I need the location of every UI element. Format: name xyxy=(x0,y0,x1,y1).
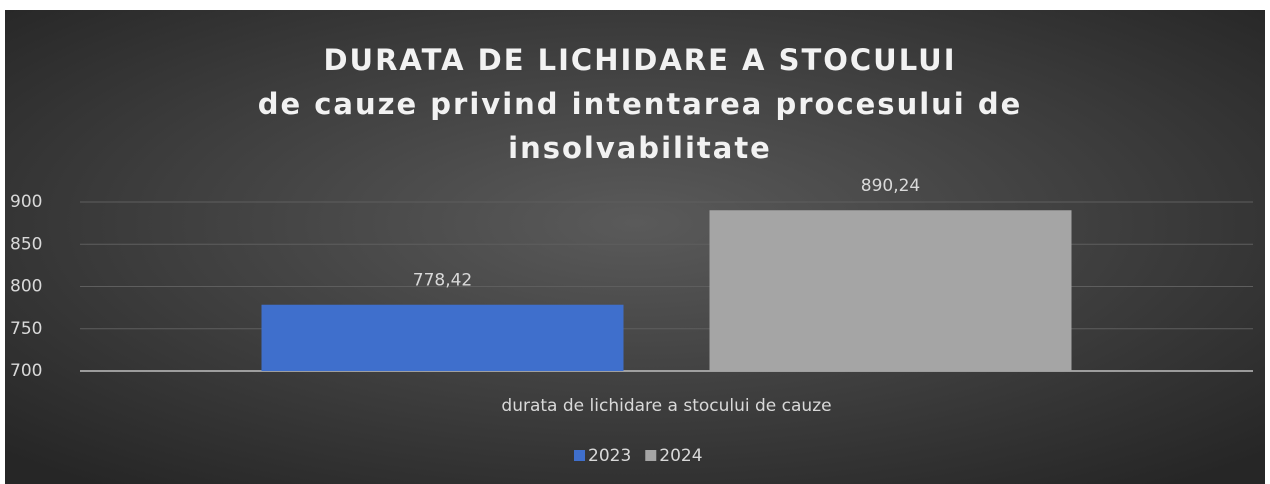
chart-title: DURATA DE LICHIDARE A STOCULUI de cauze p… xyxy=(258,43,1023,165)
legend-label: 2023 xyxy=(588,446,631,466)
y-tick-label: 700 xyxy=(10,361,42,381)
title-line: insolvabilitate xyxy=(508,131,772,165)
data-label: 778,42 xyxy=(413,271,472,291)
data-label: 890,24 xyxy=(861,176,920,196)
legend-swatch xyxy=(574,450,585,461)
bar xyxy=(709,210,1072,371)
x-tick-label: durata de lichidare a stocului de cauze xyxy=(501,396,831,416)
y-tick-label: 900 xyxy=(10,192,42,212)
title-line: DURATA DE LICHIDARE A STOCULUI xyxy=(323,43,956,77)
title-line: de cauze privind intentarea procesului d… xyxy=(258,87,1023,121)
y-tick-label: 750 xyxy=(10,319,42,339)
legend-label: 2024 xyxy=(659,446,702,466)
y-tick-label: 850 xyxy=(10,234,42,254)
bar xyxy=(261,304,624,371)
y-tick-label: 800 xyxy=(10,277,42,297)
legend-swatch xyxy=(645,450,657,461)
